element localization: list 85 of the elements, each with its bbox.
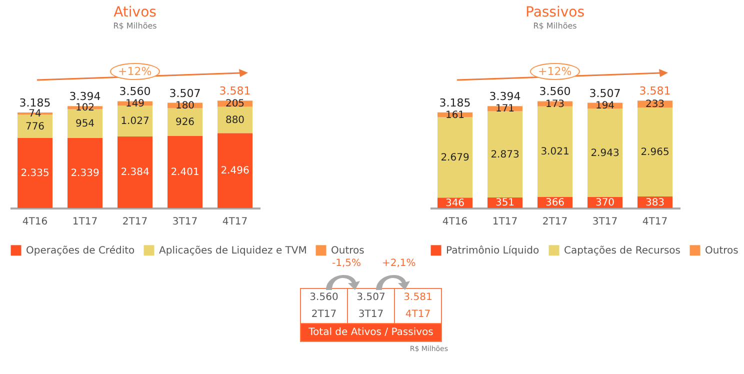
x-tick-label: 3T17 — [172, 216, 198, 228]
total-label: 3.394 — [489, 90, 521, 104]
chart-subtitle: R$ Milhões — [113, 22, 157, 31]
data-label: 194 — [595, 100, 615, 112]
x-tick-label: 2T17 — [122, 216, 148, 228]
data-label: 926 — [175, 117, 195, 128]
x-tick-label: 2T17 — [542, 216, 568, 228]
bar — [68, 109, 102, 138]
data-label: 3.021 — [540, 146, 570, 158]
data-label: 149 — [125, 98, 145, 110]
data-label: 366 — [545, 198, 565, 209]
total-label: 3.581 — [219, 84, 251, 98]
text: +12% — [110, 63, 160, 80]
text: 3.560 — [300, 288, 348, 306]
data-label: 2.965 — [640, 147, 670, 158]
bar — [68, 138, 102, 208]
data-label: 2.339 — [70, 168, 100, 179]
bar — [218, 133, 252, 208]
total-label: 3.507 — [589, 86, 621, 100]
text: +12% — [530, 63, 580, 80]
chart-subtitle: R$ Milhões — [533, 22, 577, 31]
text: 3.507 — [348, 288, 394, 306]
data-label: 383 — [645, 197, 665, 208]
data-label: 351 — [495, 198, 515, 209]
total-label: 3.581 — [639, 84, 671, 98]
text: 3T17 — [348, 306, 394, 324]
data-label: 2.401 — [170, 166, 200, 178]
legend-label: Aplicações de Liquidez e TVM — [159, 245, 307, 256]
x-tick-label: 3T17 — [592, 216, 618, 228]
bar — [168, 108, 202, 136]
x-tick-label: 4T16 — [22, 216, 48, 228]
legend-label: Operações de Crédito — [26, 245, 135, 256]
bar — [488, 111, 522, 198]
data-label: 171 — [495, 104, 515, 115]
data-label: 1.027 — [120, 116, 150, 128]
data-label: 173 — [545, 98, 565, 110]
data-label: 161 — [445, 110, 465, 121]
data-label: 180 — [175, 100, 195, 112]
x-tick-label: 4T16 — [442, 216, 468, 228]
chart-title: Passivos — [525, 4, 585, 21]
x-tick-label: 1T17 — [72, 216, 98, 228]
data-label: 2.335 — [20, 168, 50, 179]
text: 4T17 — [394, 306, 442, 324]
bar — [588, 108, 622, 197]
total-label: 3.185 — [439, 96, 471, 110]
text: 2T17 — [300, 306, 348, 324]
bar — [18, 114, 52, 138]
total-label: 3.507 — [169, 86, 201, 100]
bar — [538, 106, 572, 198]
data-label: 2.873 — [490, 149, 520, 160]
bar — [18, 138, 52, 208]
legend-label: Outros — [331, 245, 364, 256]
total-label: 3.394 — [69, 90, 101, 104]
data-label: 776 — [25, 121, 45, 132]
bar — [168, 136, 202, 208]
legend-label: Outros — [705, 245, 738, 256]
total-label: 3.560 — [539, 85, 571, 98]
x-tick-label: 4T17 — [222, 216, 248, 228]
legend-label: Patrimônio Líquido — [446, 245, 540, 256]
bar — [118, 106, 152, 136]
data-label: 954 — [75, 118, 95, 130]
total-label: 3.560 — [119, 85, 151, 98]
text: 3.581 — [394, 288, 442, 306]
bar — [638, 108, 672, 197]
text: +2,1% — [382, 258, 416, 269]
data-label: 2.384 — [120, 167, 150, 178]
data-label: 346 — [445, 198, 465, 209]
legend-label: Captações de Recursos — [564, 245, 680, 256]
chart-title: Ativos — [114, 4, 156, 21]
data-label: 233 — [645, 99, 665, 110]
data-label: 880 — [225, 114, 245, 126]
bar — [438, 117, 472, 198]
data-label: 2.496 — [220, 166, 250, 177]
bar — [218, 106, 252, 134]
x-tick-label: 4T17 — [642, 216, 668, 228]
data-label: 370 — [595, 197, 615, 208]
x-tick-label: 1T17 — [492, 216, 518, 228]
data-label: 205 — [225, 98, 245, 110]
data-label: 2.943 — [590, 148, 620, 159]
total-label: 3.185 — [19, 96, 51, 110]
data-label: 102 — [75, 102, 95, 114]
data-label: 2.679 — [440, 152, 470, 164]
text: -1,5% — [332, 258, 362, 269]
bar — [118, 136, 152, 208]
text: Total de Ativos / Passivos — [300, 324, 442, 342]
